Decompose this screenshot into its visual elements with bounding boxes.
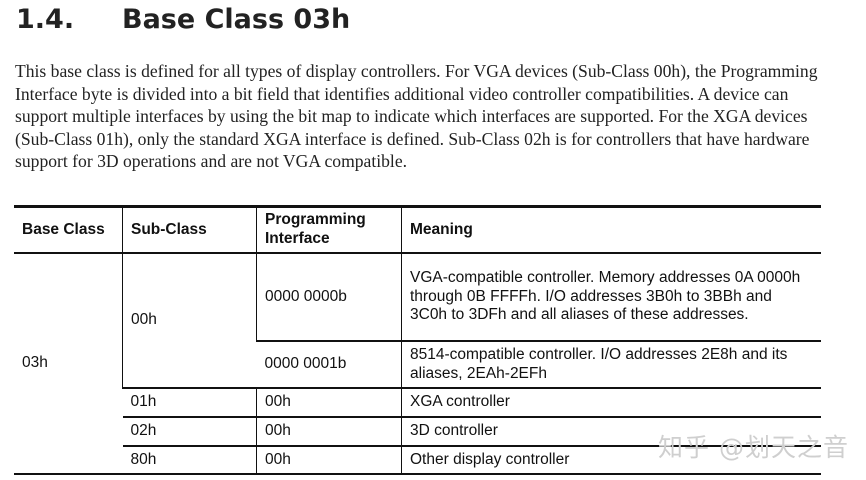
- section-heading: 1.4. Base Class 03h: [16, 4, 350, 35]
- header-meaning: Meaning: [401, 205, 821, 254]
- pi-cell: 0000 0000b: [256, 253, 402, 342]
- class-table: Base Class Sub-Class Programming Interfa…: [14, 205, 821, 475]
- pi-cell: 00h: [256, 446, 402, 475]
- table-row: 02h 00h 3D controller: [14, 417, 821, 447]
- sub-class-cell: 00h: [122, 253, 257, 389]
- meaning-cell: Other display controller: [401, 446, 821, 475]
- pi-cell: 00h: [256, 388, 402, 418]
- pi-cell: 00h: [256, 417, 402, 447]
- table-row: 0000 0001b 8514-compatible controller. I…: [14, 341, 821, 389]
- meaning-cell: 3D controller: [401, 417, 821, 447]
- table-row: 03h 00h 0000 0000b VGA-compatible contro…: [14, 253, 821, 475]
- base-class-cell: 03h: [14, 253, 123, 475]
- header-base-class: Base Class: [14, 205, 123, 254]
- section-title: Base Class 03h: [122, 4, 351, 35]
- section-number: 1.4.: [16, 4, 75, 35]
- pi-cell: 0000 0001b: [256, 341, 402, 389]
- table-row: 80h 00h Other display controller: [14, 446, 821, 475]
- header-programming-interface: Programming Interface: [256, 205, 402, 254]
- meaning-cell: VGA-compatible controller. Memory addres…: [401, 253, 821, 342]
- table-header-row: Base Class Sub-Class Programming Interfa…: [14, 205, 821, 254]
- watermark: 知乎 @划天之音: [658, 433, 849, 462]
- meaning-cell: XGA controller: [401, 388, 821, 418]
- body-paragraph: This base class is defined for all types…: [15, 61, 818, 172]
- sub-class-cell: 02h: [122, 417, 257, 447]
- header-sub-class: Sub-Class: [122, 205, 257, 254]
- meaning-cell: 8514-compatible controller. I/O addresse…: [401, 341, 821, 389]
- sub-class-cell: 80h: [122, 446, 257, 475]
- sub-class-cell: 01h: [122, 388, 257, 418]
- table-row: 01h 00h XGA controller: [14, 388, 821, 418]
